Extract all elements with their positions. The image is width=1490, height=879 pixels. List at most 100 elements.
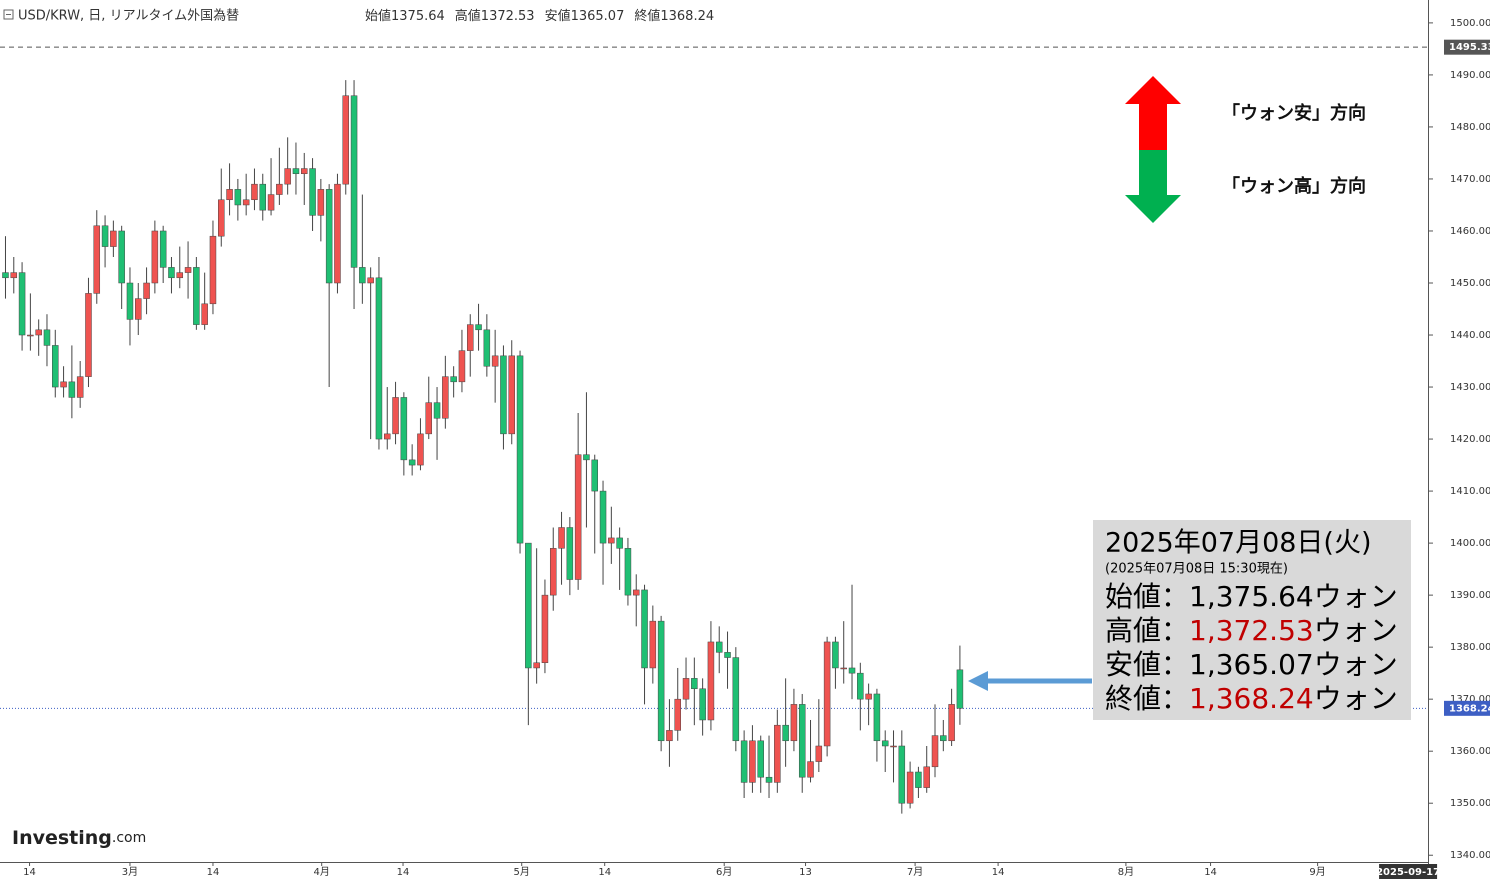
info-row: 終値：1,368.24ウォン — [1105, 682, 1398, 715]
ohlc-label: 始値 — [365, 8, 391, 24]
info-row-label: 安値： — [1105, 648, 1189, 681]
candle-body — [259, 183, 267, 211]
x-tick-label: 14 — [1204, 867, 1217, 878]
candle-body — [599, 490, 607, 544]
ohlc-value: 1368.24 — [660, 9, 714, 24]
y-tick-label: 1410.00 — [1450, 486, 1490, 497]
candle-body — [890, 745, 897, 748]
candle-body — [93, 225, 101, 294]
reference-label: 1495.33 — [1449, 42, 1490, 53]
candle-body — [375, 277, 383, 440]
y-tick-label: 1470.00 — [1450, 174, 1490, 185]
x-tick-label: 14 — [598, 867, 611, 878]
collapse-icon — [3, 9, 14, 20]
info-asof: (2025年07月08日 15:30現在) — [1105, 562, 1288, 577]
candle-body — [508, 355, 515, 435]
candle-body — [392, 397, 399, 435]
candle-body — [159, 230, 167, 268]
candle-body — [342, 95, 350, 185]
candle-body — [301, 168, 308, 175]
candle-body — [641, 589, 648, 669]
ohlc-item: 始値1375.64 — [365, 8, 445, 24]
candle-body — [135, 298, 142, 320]
candle-body — [400, 397, 408, 461]
y-tick-label: 1390.00 — [1450, 590, 1490, 601]
candle-body — [749, 740, 756, 783]
candle-body — [500, 355, 507, 435]
reference-label-box — [1444, 39, 1490, 55]
y-tick-label: 1400.00 — [1450, 538, 1490, 549]
candle-body — [218, 199, 225, 237]
candle-body — [732, 657, 740, 742]
x-tick-label: 6月 — [716, 866, 732, 878]
candle-body — [956, 669, 964, 709]
candle-body — [317, 189, 325, 216]
ohlc-item: 終値1368.24 — [634, 8, 714, 24]
candle-body — [923, 766, 930, 788]
candle-body — [143, 282, 150, 299]
candle-body — [425, 402, 432, 435]
candle-body — [209, 235, 217, 305]
candle-body — [251, 183, 258, 201]
header: USD/KRW, 日, リアルタイム外国為替 — [3, 8, 239, 24]
candle-body — [881, 740, 889, 747]
y-tick-label: 1420.00 — [1450, 434, 1490, 445]
candle-body — [807, 761, 814, 778]
candle-body — [110, 230, 117, 247]
candle-body — [417, 433, 424, 466]
candle-body — [790, 704, 798, 742]
y-tick-label: 1380.00 — [1450, 642, 1490, 653]
info-row-unit: ウォン — [1314, 682, 1398, 715]
strong-arrow — [1125, 150, 1181, 223]
candle-body — [359, 267, 366, 284]
y-tick-label: 1490.00 — [1450, 70, 1490, 81]
x-cursor-box — [1379, 864, 1438, 879]
info-row-unit: ウォン — [1314, 580, 1398, 613]
candle-body — [226, 189, 233, 201]
candle-body — [898, 745, 906, 804]
candle-body — [840, 667, 847, 670]
ohlc-label: 高値 — [455, 8, 481, 24]
candle-body — [309, 168, 316, 216]
candle-body — [533, 662, 540, 669]
logo-suffix: .com — [112, 830, 146, 846]
candle-body — [774, 724, 781, 783]
candle-body — [101, 225, 109, 247]
logo: Investing.com — [12, 827, 146, 849]
info-row-label: 終値： — [1105, 682, 1189, 715]
candle-body — [35, 329, 42, 336]
candle-body — [740, 740, 748, 783]
candle-body — [350, 95, 358, 268]
candle-body — [616, 537, 623, 549]
candle-body — [715, 641, 723, 653]
info-row-label: 高値： — [1105, 614, 1189, 647]
y-tick-label: 1450.00 — [1450, 278, 1490, 289]
candle-body — [85, 293, 92, 377]
info-box — [1093, 520, 1411, 720]
candle-body — [948, 704, 955, 742]
candle-body — [491, 355, 499, 367]
info-date: 2025年07月08日(火) — [1105, 528, 1372, 559]
x-tick-label: 7月 — [907, 866, 923, 878]
ohlc-label: 終値 — [634, 8, 660, 24]
weak-label: 「ウォン安」方向 — [1222, 102, 1366, 124]
reference-label: 1368.24 — [1449, 703, 1490, 714]
y-tick-label: 1340.00 — [1450, 850, 1490, 861]
candle-body — [10, 272, 18, 279]
candle-body — [632, 589, 640, 596]
reference-label-box — [1444, 700, 1490, 716]
x-cursor-label: 2025-09-17 — [1376, 867, 1440, 878]
candle-body — [176, 272, 184, 279]
info-row-unit: ウォン — [1314, 648, 1398, 681]
strong-label: 「ウォン高」方向 — [1222, 175, 1366, 197]
candle-body — [566, 527, 574, 580]
info-row-label: 始値： — [1105, 580, 1189, 613]
candle-body — [442, 376, 449, 419]
candle-body — [857, 672, 864, 700]
candle-body — [118, 230, 125, 284]
candle-body — [583, 454, 590, 461]
info-row-value: 1,375.64 — [1189, 580, 1314, 613]
candle-body — [657, 620, 665, 742]
y-tick-label: 1460.00 — [1450, 226, 1490, 237]
